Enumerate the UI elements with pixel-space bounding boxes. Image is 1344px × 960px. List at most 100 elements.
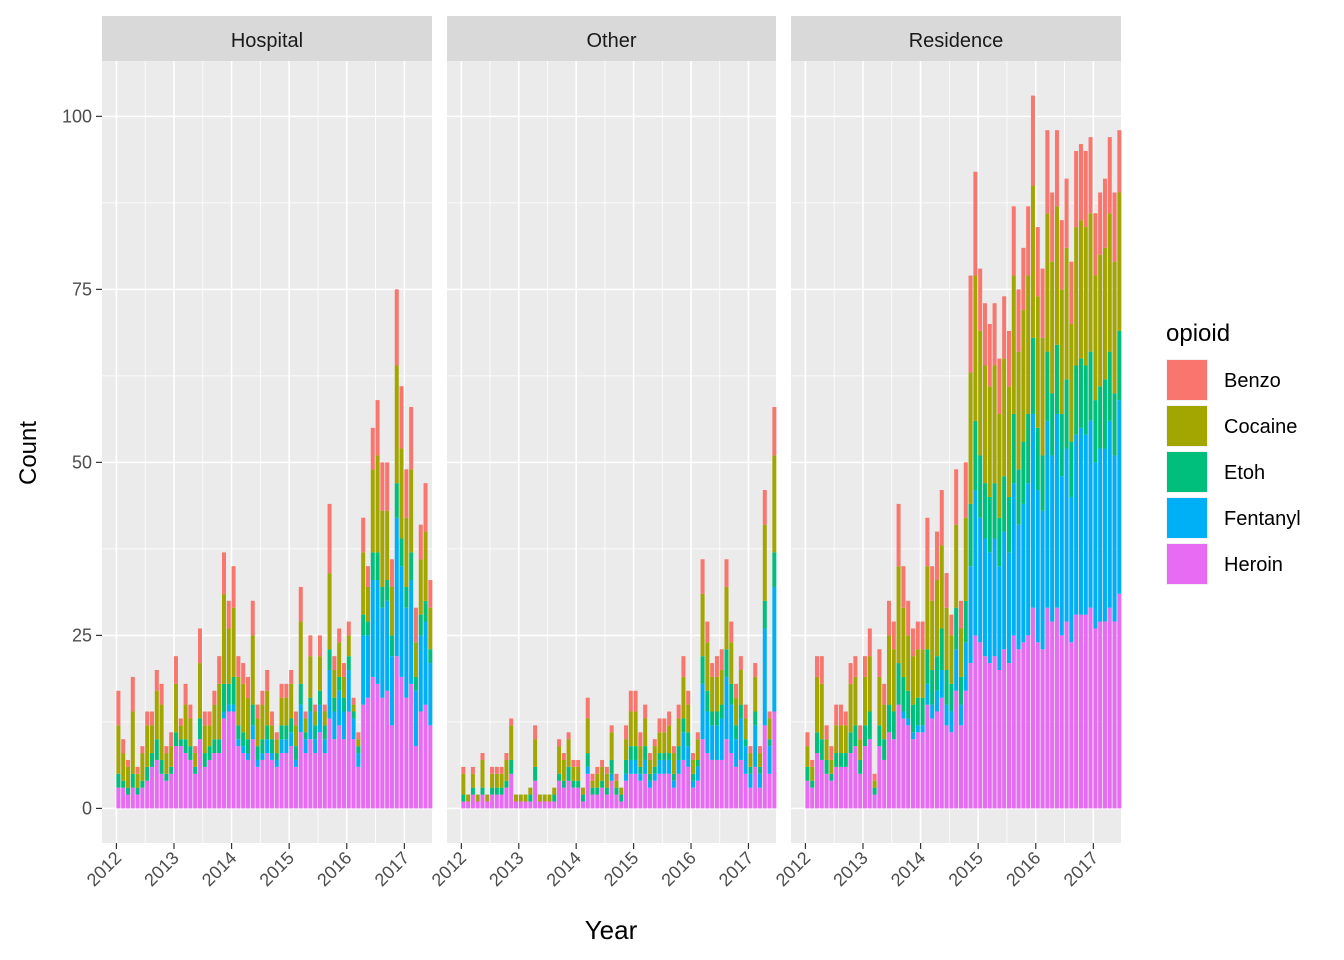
bar-segment-benzo (819, 656, 824, 684)
bar-segment-cocaine (466, 794, 471, 802)
bar-segment-fentanyl (987, 552, 992, 664)
bar-segment-cocaine (580, 787, 585, 795)
bar-segment-etoh (293, 746, 298, 760)
bar-segment-cocaine (284, 697, 289, 726)
bar-segment-heroin (767, 773, 772, 809)
bar-segment-cocaine (1006, 386, 1011, 497)
bar-segment-heroin (566, 780, 571, 809)
bar-segment-cocaine (380, 510, 385, 587)
bar-segment-benzo (1054, 130, 1059, 207)
bar-segment-heroin (652, 780, 657, 809)
bar-segment-cocaine (633, 711, 638, 747)
bar-segment-etoh (428, 649, 433, 664)
bar-segment-benzo (910, 628, 915, 657)
bar-segment-heroin (135, 794, 140, 809)
bar-segment-etoh (557, 773, 562, 781)
bar-segment-benzo (135, 766, 140, 774)
x-tick-label: 2013 (829, 848, 871, 890)
bar-segment-heroin (332, 739, 337, 809)
bar-segment-benzo (829, 746, 834, 760)
bar-segment-benzo (250, 600, 255, 636)
bar-segment-heroin (1117, 593, 1122, 809)
bar-segment-cocaine (375, 455, 380, 553)
bar-segment-cocaine (657, 732, 662, 754)
bar-segment-etoh (580, 794, 585, 802)
bar-segment-cocaine (843, 725, 848, 754)
bar-segment-cocaine (920, 649, 925, 698)
bar-segment-benzo (915, 621, 920, 650)
bar-segment-cocaine (518, 794, 523, 802)
bar-segment-cocaine (858, 739, 863, 760)
bar-segment-etoh (250, 704, 255, 726)
bar-segment-benzo (293, 711, 298, 726)
bar-segment-cocaine (308, 656, 313, 698)
bar-segment-heroin (758, 787, 762, 809)
bar-segment-cocaine (738, 669, 743, 705)
bar-segment-etoh (657, 753, 662, 760)
bar-segment-heroin (614, 794, 619, 809)
bar-segment-cocaine (1054, 206, 1059, 345)
bar-segment-heroin (814, 753, 819, 809)
bar-segment-cocaine (939, 545, 944, 629)
bar-segment-benzo (245, 676, 250, 698)
bar-segment-benzo (695, 732, 700, 740)
bar-segment-cocaine (614, 780, 619, 788)
bar-segment-benzo (992, 303, 997, 366)
bar-segment-cocaine (1078, 220, 1083, 359)
bar-segment-heroin (743, 773, 748, 809)
bar-segment-fentanyl (585, 766, 590, 774)
legend-item-etoh: Etoh (1166, 451, 1265, 493)
bar-segment-cocaine (341, 676, 346, 698)
bar-segment-etoh (590, 787, 595, 795)
bar-segment-benzo (667, 711, 672, 726)
bar-segment-fentanyl (734, 739, 739, 767)
bar-segment-heroin (772, 711, 777, 809)
bar-segment-benzo (1064, 178, 1069, 248)
bar-segment-benzo (394, 289, 399, 366)
bar-segment-benzo (303, 711, 308, 719)
bar-segment-cocaine (915, 649, 920, 698)
bar-segment-etoh (934, 656, 939, 691)
bar-segment-etoh (356, 746, 361, 754)
bar-segment-benzo (657, 718, 662, 733)
bar-segment-heroin (848, 753, 853, 809)
bar-segment-etoh (724, 649, 729, 677)
legend-swatch (1167, 406, 1207, 446)
bar-segment-cocaine (255, 718, 260, 747)
bar-segment-benzo (633, 690, 638, 712)
bar-segment-heroin (843, 766, 848, 809)
bar-segment-etoh (987, 496, 992, 553)
bar-segment-benzo (628, 690, 633, 712)
bar-segment-cocaine (241, 683, 246, 733)
bar-segment-etoh (710, 711, 715, 726)
bar-segment-cocaine (145, 725, 150, 767)
bar-segment-benzo (748, 746, 753, 754)
legend-item-cocaine: Cocaine (1166, 405, 1297, 447)
bar-segment-fentanyl (944, 704, 949, 726)
bar-segment-heroin (862, 746, 867, 809)
bar-segment-benzo (753, 663, 758, 677)
bar-segment-benzo (891, 621, 896, 650)
bar-segment-heroin (250, 739, 255, 809)
bar-segment-cocaine (638, 746, 643, 767)
bar-segment-fentanyl (269, 753, 274, 760)
bar-segment-cocaine (729, 642, 734, 684)
bar-segment-cocaine (1021, 310, 1026, 442)
bar-segment-fentanyl (1107, 420, 1112, 608)
bar-segment-benzo (140, 746, 145, 754)
bar-segment-heroin (580, 801, 585, 809)
bar-segment-etoh (322, 725, 327, 740)
bar-segment-cocaine (1112, 261, 1117, 394)
bar-segment-benzo (681, 656, 686, 677)
bar-segment-heroin (557, 780, 562, 809)
bar-segment-cocaine (719, 669, 724, 705)
legend-item-fentanyl: Fentanyl (1166, 497, 1301, 539)
bar-segment-etoh (805, 766, 810, 781)
bar-segment-etoh (949, 683, 954, 712)
bar-segment-heroin (164, 780, 169, 809)
bar-segment-cocaine (303, 718, 308, 733)
legend-swatch (1167, 498, 1207, 538)
bar-segment-heroin (710, 759, 715, 809)
bar-segment-heroin (982, 656, 987, 809)
bar-segment-heroin (341, 739, 346, 809)
